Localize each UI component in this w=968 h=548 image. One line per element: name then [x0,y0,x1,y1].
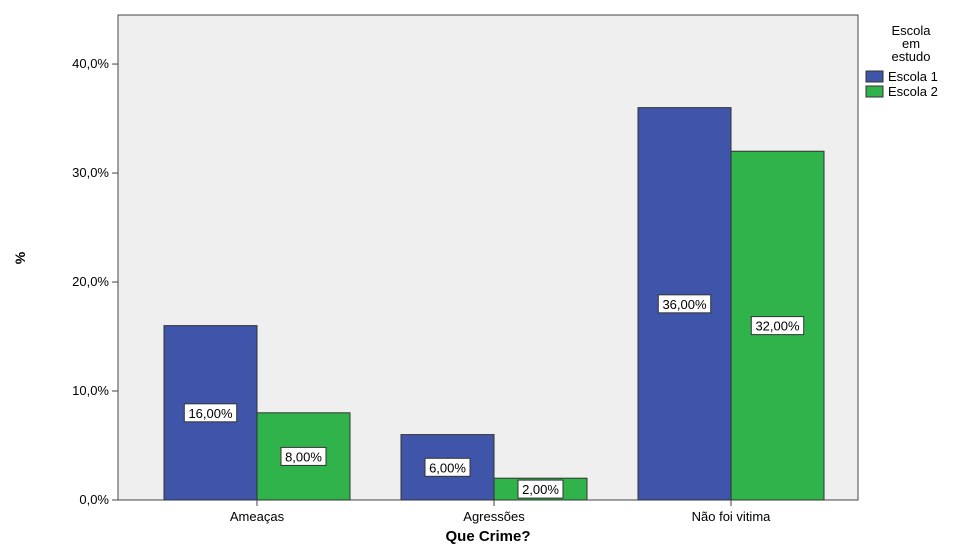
legend-swatch [865,70,884,83]
x-axis-ticks: Ameaças Agressões Não foi vitima [230,500,771,524]
legend-title: em [902,36,920,51]
data-label: 2,00% [517,479,564,499]
y-tick-label: 40,0% [72,56,109,71]
data-label: 6,00% [424,457,471,477]
data-label: 32,00% [750,316,805,336]
y-tick-label: 0,0% [79,492,109,507]
data-label-text: 2,00% [522,482,559,497]
data-label-text: 32,00% [755,319,800,334]
data-label-box [750,316,805,336]
data-label-box [424,457,471,477]
y-tick-label: 30,0% [72,165,109,180]
data-label: 8,00% [280,446,327,466]
legend-label: Escola 2 [888,84,938,99]
legend-title: estudo [891,49,930,64]
data-label: 36,00% [657,294,712,314]
data-label-box [517,479,564,499]
data-label-box [183,403,238,423]
data-label-text: 16,00% [188,406,233,421]
x-tick-label: Agressões [463,509,525,524]
data-label-text: 6,00% [429,460,466,475]
x-tick-label: Ameaças [230,509,285,524]
legend-label: Escola 1 [888,69,938,84]
x-axis-title: Que Crime? [445,528,530,545]
y-axis-title: % [12,251,28,264]
legend-title: Escola [891,23,931,38]
y-axis-ticks: 0,0% 10,0% 20,0% 30,0% 40,0% [72,56,118,507]
y-tick-label: 20,0% [72,274,109,289]
legend-swatch [865,85,884,98]
data-label-text: 8,00% [285,449,322,464]
y-tick-label: 10,0% [72,383,109,398]
data-label-text: 36,00% [662,297,707,312]
data-label-box [280,446,327,466]
data-label: 16,00% [183,403,238,423]
x-tick-label: Não foi vitima [692,509,772,524]
data-label-box [657,294,712,314]
data-labels: 16,00% 8,00% 6,00% 2,00% 36,00% 32,00% [183,294,805,499]
